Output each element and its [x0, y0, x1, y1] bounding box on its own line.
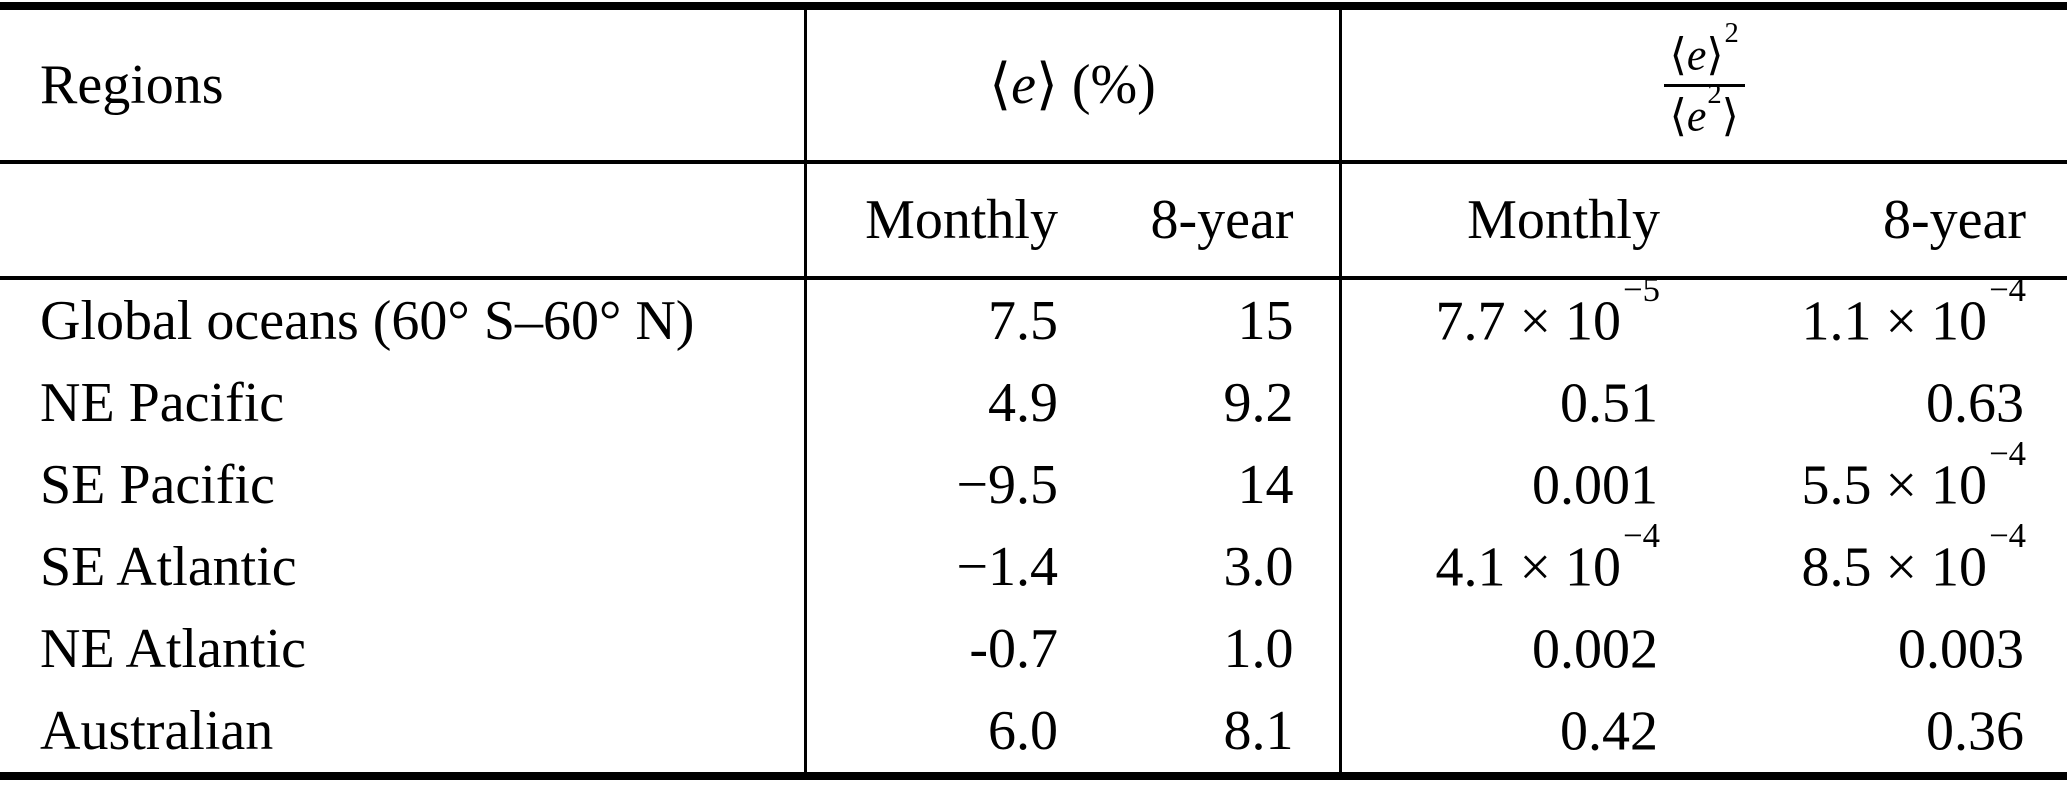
value-exponent: −5 — [1623, 270, 1660, 310]
region-cell: Global oceans (60° S–60° N) — [40, 290, 695, 352]
value-exponent: −4 — [1989, 270, 2027, 310]
fraction: ⟨e⟩2 ⟨e2⟩ — [1663, 18, 1745, 141]
table-row: NE Pacific 4.9 9.2 0.51 0.63 — [0, 362, 2067, 444]
subheader-g1-8year: 8-year — [1078, 162, 1340, 280]
angle-open: ⟨ — [989, 54, 1012, 116]
g2-8year-cell: 0.36 — [1680, 690, 2067, 776]
g1-monthly-cell: 4.9 — [803, 362, 1078, 444]
table-row: Australian 6.0 8.1 0.42 0.36 — [0, 690, 2067, 776]
math-variable-e: e — [1686, 91, 1707, 141]
value-base: 0.002 — [1532, 618, 1658, 681]
value-exponent: −4 — [1989, 434, 2027, 474]
angle-close: ⟩ — [1035, 54, 1058, 116]
g2-8year-cell: 0.003 — [1680, 608, 2067, 690]
g1-8year-cell: 1.0 — [1223, 618, 1294, 680]
g1-8year-cell: 9.2 — [1223, 372, 1294, 434]
exponent: 2 — [1724, 18, 1739, 50]
table-row: SE Pacific −9.5 14 0.001 5.5 × 10−4 — [0, 436, 2067, 526]
g1-monthly-cell: −1.4 — [803, 526, 1078, 608]
sub-header-row: Monthly 8-year Monthly 8-year — [0, 162, 2067, 280]
fraction-denominator: ⟨e2⟩ — [1663, 79, 1745, 141]
region-cell: SE Pacific — [40, 454, 275, 516]
region-cell: NE Atlantic — [40, 618, 306, 680]
g1-monthly-cell: -0.7 — [803, 608, 1078, 690]
percent-unit: (%) — [1057, 54, 1156, 116]
value-base: 0.51 — [1560, 372, 1658, 435]
e-squared-ratio-header: ⟨e⟩2 ⟨e2⟩ — [1338, 6, 2067, 164]
value-base: 8.5 × 10 — [1801, 536, 1988, 599]
g1-8year-cell: 14 — [1237, 454, 1294, 516]
value-base: 5.5 × 10 — [1801, 454, 1988, 517]
g2-8year-cell: 0.63 — [1680, 362, 2067, 444]
g1-8year-cell: 15 — [1237, 290, 1294, 352]
value-base: 7.7 × 10 — [1435, 290, 1622, 353]
g2-monthly-cell: 7.7 × 10−5 — [1338, 272, 1680, 362]
group-header-row: Regions ⟨e⟩ (%) ⟨e⟩2 ⟨e2⟩ — [0, 6, 2067, 164]
value-base: 0.63 — [1926, 372, 2025, 435]
region-cell: NE Pacific — [40, 372, 285, 434]
value-base: 0.36 — [1926, 700, 2025, 763]
g1-8year-cell: 8.1 — [1223, 700, 1294, 762]
g1-8year-cell: 3.0 — [1223, 536, 1294, 598]
value-base: 0.001 — [1532, 454, 1658, 517]
e-mean-expression: ⟨e⟩ (%) — [989, 54, 1156, 116]
value-base: 4.1 × 10 — [1435, 536, 1622, 599]
value-exponent: −4 — [1623, 516, 1660, 556]
subheader-g1-monthly: Monthly — [803, 162, 1078, 280]
region-cell: Australian — [40, 700, 274, 762]
angle-open: ⟨ — [1669, 30, 1687, 80]
value-base: 1.1 × 10 — [1801, 290, 1988, 353]
g2-monthly-cell: 4.1 × 10−4 — [1338, 518, 1680, 608]
g2-8year-cell: 8.5 × 10−4 — [1680, 518, 2067, 608]
subheader-g2-monthly: Monthly — [1338, 162, 1680, 280]
fraction-numerator: ⟨e⟩2 — [1664, 18, 1745, 84]
exponent: 2 — [1707, 79, 1722, 111]
value-exponent: −4 — [1989, 516, 2027, 556]
e-mean-percent-header: ⟨e⟩ (%) — [803, 6, 1340, 164]
region-cell: SE Atlantic — [40, 536, 297, 598]
math-variable-e: e — [1686, 30, 1707, 80]
value-base: 0.42 — [1560, 700, 1658, 763]
angle-close: ⟩ — [1706, 30, 1724, 80]
regions-header: Regions — [0, 6, 805, 164]
empty-header-cell — [0, 162, 805, 280]
g2-8year-cell: 1.1 × 10−4 — [1680, 272, 2067, 362]
g2-monthly-cell: 0.002 — [1338, 608, 1680, 690]
g1-monthly-cell: 7.5 — [803, 278, 1078, 362]
g1-monthly-cell: 6.0 — [803, 690, 1078, 776]
table-row: NE Atlantic -0.7 1.0 0.002 0.003 — [0, 608, 2067, 690]
g2-monthly-cell: 0.001 — [1338, 444, 1680, 526]
table-row: SE Atlantic −1.4 3.0 4.1 × 10−4 8.5 × 10… — [0, 518, 2067, 608]
angle-open: ⟨ — [1669, 91, 1687, 141]
math-variable-e: e — [1011, 54, 1036, 116]
angle-close: ⟩ — [1721, 91, 1739, 141]
g1-monthly-cell: −9.5 — [803, 444, 1078, 526]
g2-monthly-cell: 0.42 — [1338, 690, 1680, 776]
value-base: 0.003 — [1898, 618, 2025, 681]
g2-monthly-cell: 0.51 — [1338, 362, 1680, 444]
subheader-g2-8year: 8-year — [1680, 162, 2067, 280]
table-row: Global oceans (60° S–60° N) 7.5 15 7.7 ×… — [0, 272, 2067, 362]
g2-8year-cell: 5.5 × 10−4 — [1680, 436, 2067, 526]
